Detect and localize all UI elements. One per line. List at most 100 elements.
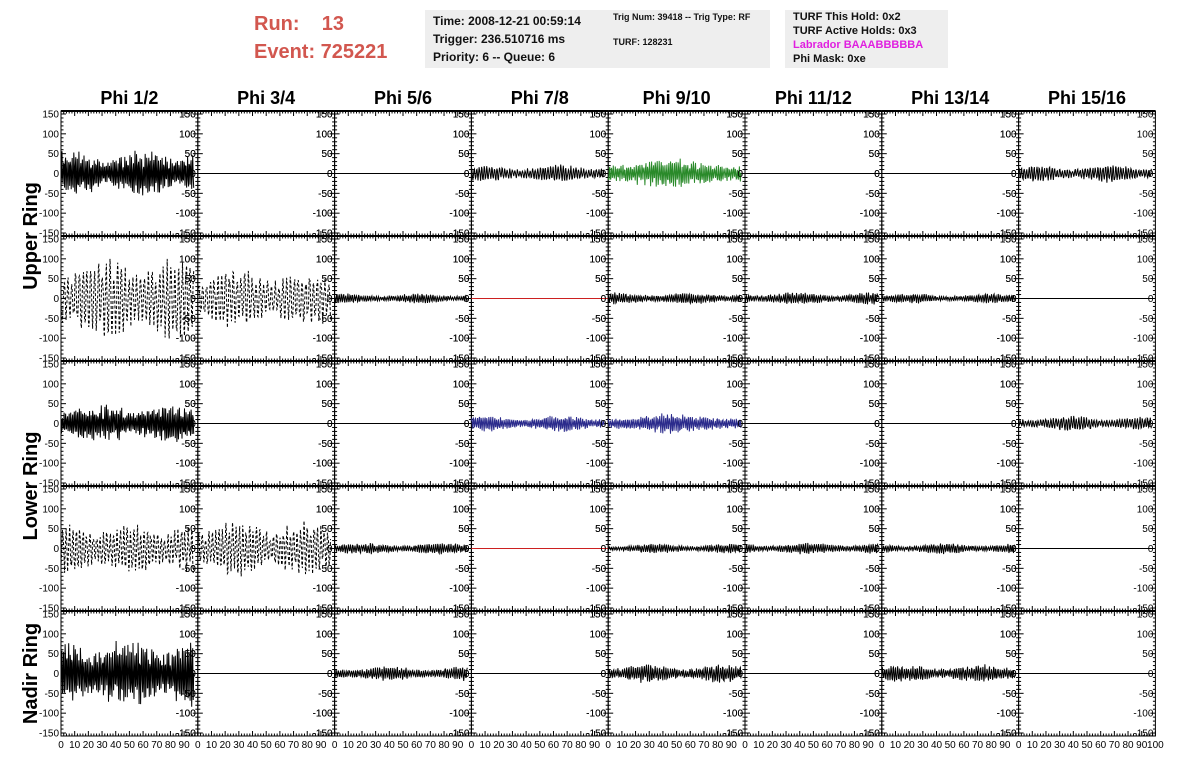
y-tick-label: -150: [176, 354, 196, 365]
y-tick-label: 50: [321, 524, 333, 535]
y-tick-label: 150: [590, 235, 607, 246]
y-tick-label: 100: [863, 254, 880, 265]
y-tick-label: -150: [449, 479, 469, 490]
y-tick-label: 100: [590, 254, 607, 265]
y-tick-label: 100: [863, 129, 880, 140]
y-tick-label: 150: [863, 110, 880, 121]
y-tick-label: 50: [595, 524, 607, 535]
y-tick-label: 0: [874, 419, 880, 430]
y-tick-label: -100: [176, 209, 196, 220]
waveform-trace: [470, 415, 605, 432]
waveform-trace: [881, 292, 1015, 304]
y-tick-label: -100: [313, 209, 333, 220]
y-tick-label: 50: [185, 149, 197, 160]
y-tick-label: -150: [313, 479, 333, 490]
y-tick-label: 0: [1011, 419, 1017, 430]
y-tick-label: -150: [449, 604, 469, 615]
y-tick-label: -100: [313, 334, 333, 345]
y-tick-label: 150: [316, 110, 333, 121]
y-tick-label: 0: [53, 544, 59, 555]
y-tick-label: 50: [185, 524, 197, 535]
y-tick-label: 150: [1000, 110, 1017, 121]
labrador-label: Labrador BAAABBBBBA: [793, 39, 924, 51]
y-tick-label: 50: [321, 524, 333, 535]
y-tick-label: 150: [453, 360, 470, 371]
y-tick-label: -50: [45, 189, 60, 200]
row-label: Nadir Ring: [20, 623, 42, 724]
y-tick-label: -150: [1133, 354, 1153, 365]
y-tick-label: 100: [590, 379, 607, 390]
y-tick-label: -50: [729, 439, 744, 450]
y-tick-label: -100: [449, 584, 469, 595]
y-tick-label: 150: [453, 485, 470, 496]
y-tick-label: -150: [723, 229, 743, 240]
y-tick-label: 100: [316, 504, 333, 515]
y-tick-label: -100: [176, 459, 196, 470]
y-tick-label: 150: [1000, 235, 1017, 246]
y-tick-label: 0: [1011, 169, 1017, 180]
y-tick-label: 0: [1011, 294, 1017, 305]
y-tick-label: -150: [313, 604, 333, 615]
y-tick-label: -50: [729, 314, 744, 325]
column-header: Phi 7/8: [511, 88, 569, 108]
y-tick-label: 100: [590, 254, 607, 265]
y-tick-label: -50: [455, 314, 470, 325]
y-tick-label: 50: [1005, 399, 1017, 410]
y-tick-label: -100: [860, 209, 880, 220]
y-tick-label: 150: [863, 360, 880, 371]
y-tick-label: -100: [449, 584, 469, 595]
y-tick-label: -150: [39, 354, 59, 365]
y-tick-label: -100: [176, 334, 196, 345]
y-tick-label: -50: [455, 564, 470, 575]
y-tick-label: 50: [321, 274, 333, 285]
y-tick-label: 50: [321, 149, 333, 160]
waveform-trace: [607, 292, 742, 306]
y-tick-label: 150: [1137, 110, 1154, 121]
time-label: Time: 2008-12-21 00:59:14: [433, 14, 581, 28]
y-tick-label: -100: [39, 584, 59, 595]
column-header: Phi 15/16: [1048, 88, 1126, 108]
y-tick-label: -100: [313, 459, 333, 470]
y-tick-label: 50: [458, 149, 470, 160]
y-tick-label: -150: [860, 229, 880, 240]
y-tick-label: -150: [176, 479, 196, 490]
y-tick-label: -100: [39, 209, 59, 220]
y-tick-label: -150: [449, 229, 469, 240]
y-tick-label: -100: [449, 459, 469, 470]
y-tick-label: 100: [316, 254, 333, 265]
y-tick-label: 100: [179, 254, 196, 265]
waveform-trace: [334, 542, 468, 556]
y-tick-label: -100: [313, 584, 333, 595]
y-tick-label: 50: [458, 274, 470, 285]
time-info-box: Time: 2008-12-21 00:59:14 Trigger: 236.5…: [425, 10, 617, 68]
y-tick-label: 0: [53, 294, 59, 305]
waveform-trace: [60, 404, 195, 443]
y-tick-label: -50: [455, 564, 470, 575]
y-tick-label: -50: [865, 189, 880, 200]
y-tick-label: 0: [190, 544, 196, 555]
y-tick-label: 100: [590, 129, 607, 140]
waveform-trace: [607, 413, 742, 434]
y-tick-label: 150: [179, 360, 196, 371]
y-tick-label: -100: [449, 209, 469, 220]
y-tick-label: 150: [453, 110, 470, 121]
y-tick-label: -150: [723, 479, 743, 490]
y-tick-label: 0: [464, 294, 470, 305]
y-tick-label: 50: [1005, 274, 1017, 285]
y-tick-label: -50: [318, 564, 333, 575]
y-tick-label: 150: [1137, 360, 1154, 371]
trig-num-label: Trig Num: 39418 -- Trig Type: RF: [613, 12, 751, 22]
y-tick-label: 100: [316, 129, 333, 140]
y-tick-label: 0: [464, 544, 470, 555]
y-tick-label: 50: [1005, 149, 1017, 160]
y-tick-label: -100: [997, 459, 1017, 470]
y-tick-label: 150: [726, 360, 743, 371]
y-tick-label: 50: [1005, 149, 1017, 160]
column-header: Phi 5/6: [374, 88, 432, 108]
y-tick-label: -50: [455, 189, 470, 200]
y-tick-label: 50: [732, 399, 744, 410]
y-tick-label: 150: [179, 110, 196, 121]
y-tick-label: -50: [865, 314, 880, 325]
y-tick-label: 50: [595, 399, 607, 410]
